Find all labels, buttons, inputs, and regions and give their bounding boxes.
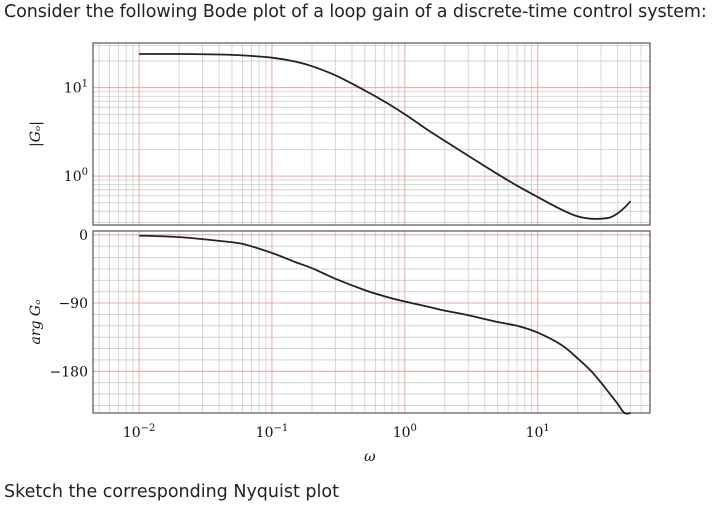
instruction-text: Sketch the corresponding Nyquist plot — [4, 482, 339, 502]
phase-tick-label: −180 — [50, 364, 88, 380]
phase-axis-label: arg Gₒ — [28, 299, 44, 344]
frequency-tick-label: 10−2 — [123, 423, 156, 441]
magnitude-axis-label: |Gₒ| — [28, 121, 44, 147]
magnitude-panel: 100 101 |Gₒ| — [28, 42, 651, 226]
magnitude-tick-label: 100 — [64, 167, 88, 185]
frequency-tick-label: 100 — [393, 423, 417, 441]
frequency-tick-label: 10−1 — [256, 423, 289, 441]
frequency-tick-label: 101 — [526, 423, 550, 441]
phase-panel: 0 −90 −180 arg Gₒ — [28, 228, 651, 415]
question-text: Consider the following Bode plot of a lo… — [4, 2, 707, 22]
plot-frame — [92, 42, 651, 226]
phase-curve — [139, 234, 631, 415]
phase-tick-label: −90 — [58, 296, 88, 312]
frequency-axis-label: ω — [364, 449, 376, 465]
frequency-axis: 10−2 10−1 100 101 ω — [123, 423, 550, 465]
plot-frame — [92, 230, 651, 414]
magnitude-curve — [139, 53, 632, 220]
magnitude-tick-label: 101 — [64, 79, 88, 97]
phase-tick-label: 0 — [79, 228, 88, 244]
plot-area — [93, 231, 650, 413]
